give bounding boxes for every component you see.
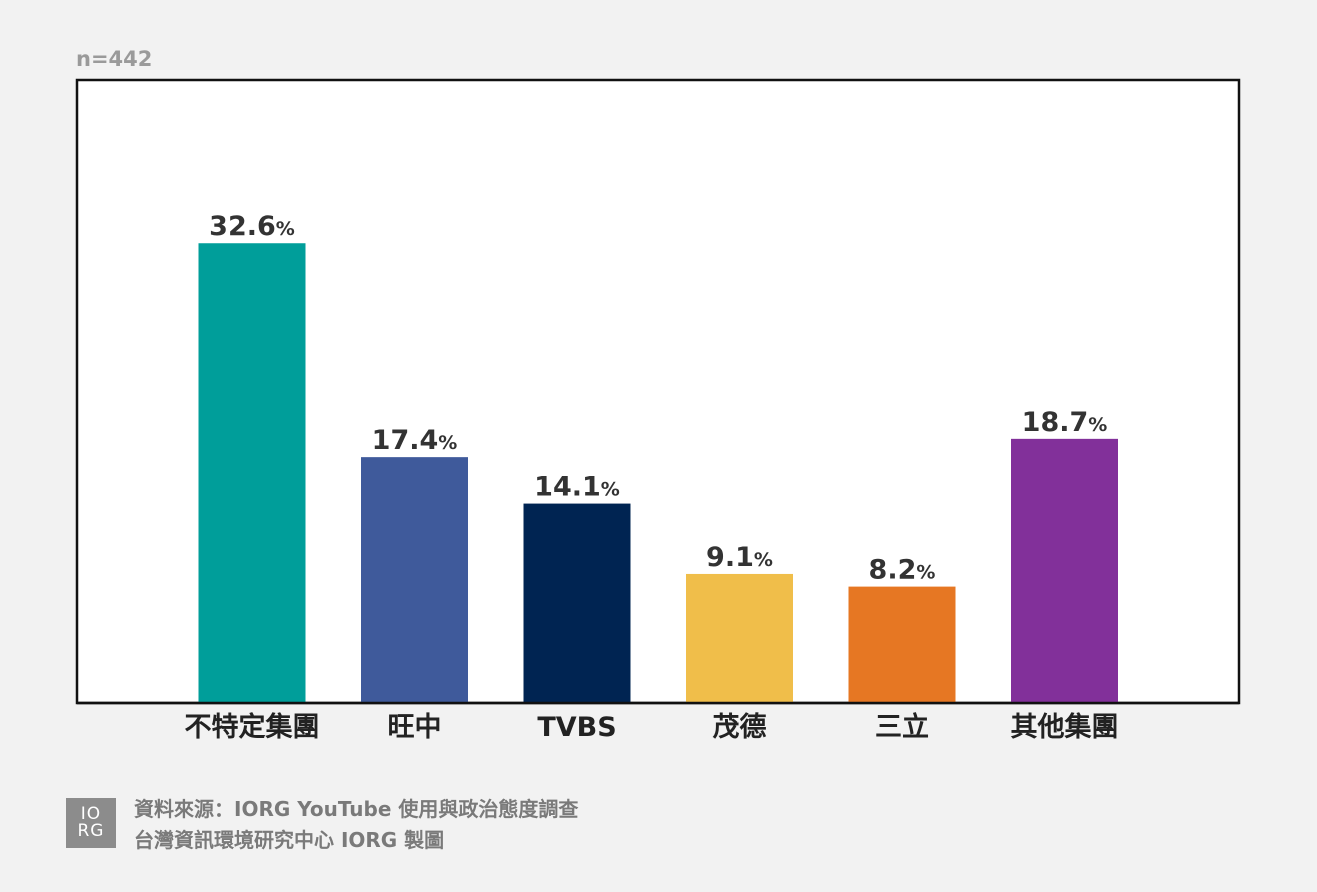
source-line-1: 資料來源：IORG YouTube 使用與政治態度調查 — [134, 797, 579, 821]
data-label-3: 14.1% — [534, 472, 620, 503]
category-label-2: 旺中 — [388, 712, 442, 743]
data-label-5: 8.2% — [869, 555, 936, 586]
iorg-logo: IO RG — [66, 798, 116, 848]
logo-line-2: RG — [77, 821, 105, 841]
bar-2 — [361, 457, 468, 702]
category-label-5: 三立 — [875, 711, 929, 743]
category-label-6: 其他集團 — [1011, 711, 1119, 743]
data-label-2: 17.4% — [372, 425, 458, 456]
bar-6 — [1011, 438, 1118, 702]
source-footer: IO RG 資料來源：IORG YouTube 使用與政治態度調查 台灣資訊環境… — [66, 794, 578, 854]
logo-line-1: IO — [80, 804, 102, 824]
bar-4 — [686, 573, 793, 702]
bars-layer: 32.6% 不特定集團 17.4% 旺中 14.1% TVBS 9.1% 茂德 8.2% 三立 18… — [77, 211, 1239, 743]
source-text: 資料來源：IORG YouTube 使用與政治態度調查 台灣資訊環境研究中心 I… — [134, 794, 578, 856]
sample-size-label: n=442 — [76, 47, 152, 71]
bar-3 — [523, 503, 631, 702]
data-label-6: 18.7% — [1022, 407, 1108, 438]
category-label-1: 不特定集團 — [185, 711, 320, 743]
category-label-4: 茂德 — [713, 712, 767, 743]
category-label-3: TVBS — [537, 712, 616, 743]
data-label-4: 9.1% — [706, 542, 773, 573]
source-line-2: 台灣資訊環境研究中心 IORG 製圖 — [134, 828, 445, 852]
bar-1 — [198, 243, 306, 703]
bar-5 — [848, 586, 956, 702]
data-label-1: 32.6% — [209, 211, 295, 242]
